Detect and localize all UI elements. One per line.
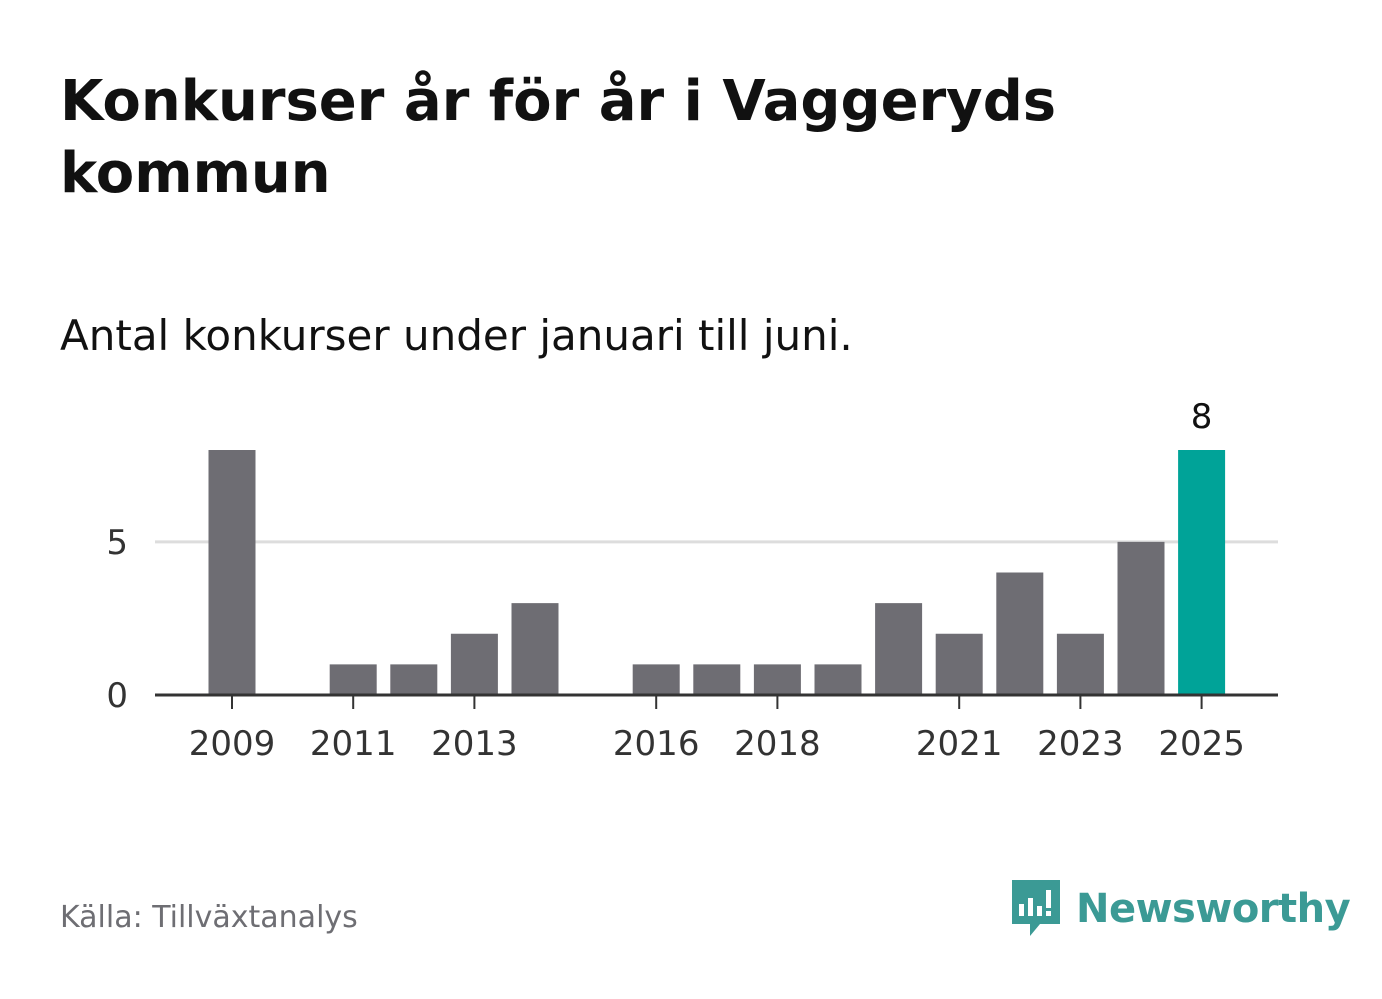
bar [390,664,438,695]
x-tick-label: 2013 [431,724,518,764]
bar [329,664,377,695]
chart-subtitle: Antal konkurser under januari till juni. [60,311,853,360]
bar [1056,633,1104,695]
y-tick-label: 0 [106,676,128,716]
x-tick-label: 2025 [1158,724,1245,764]
x-tick-label: 2009 [189,724,276,764]
bar [753,664,801,695]
bar [814,664,862,695]
bar [1117,541,1165,695]
x-tick-label: 2018 [734,724,821,764]
bar [450,633,498,695]
bar [511,603,559,695]
bar [935,633,983,695]
chart-title: Konkurser år för år i Vaggeryds kommun [60,69,1057,206]
x-tick-label: 2011 [310,724,397,764]
brand-name: Newsworthy [1076,886,1351,932]
bar-highlight [1178,450,1226,695]
x-tick-label: 2023 [1037,724,1124,764]
x-tick-label: 2016 [613,724,700,764]
bar [996,572,1044,695]
bar [632,664,680,695]
bar [875,603,923,695]
source-note: Källa: Tillväxtanalys [60,900,358,935]
newsworthy-logo-icon [1012,880,1060,936]
y-tick-label: 5 [106,523,128,563]
bar [208,450,256,695]
x-tick-label: 2021 [916,724,1003,764]
brand-logo: Newsworthy [1010,878,1351,940]
data-label: 8 [1191,397,1213,437]
bar [693,664,741,695]
